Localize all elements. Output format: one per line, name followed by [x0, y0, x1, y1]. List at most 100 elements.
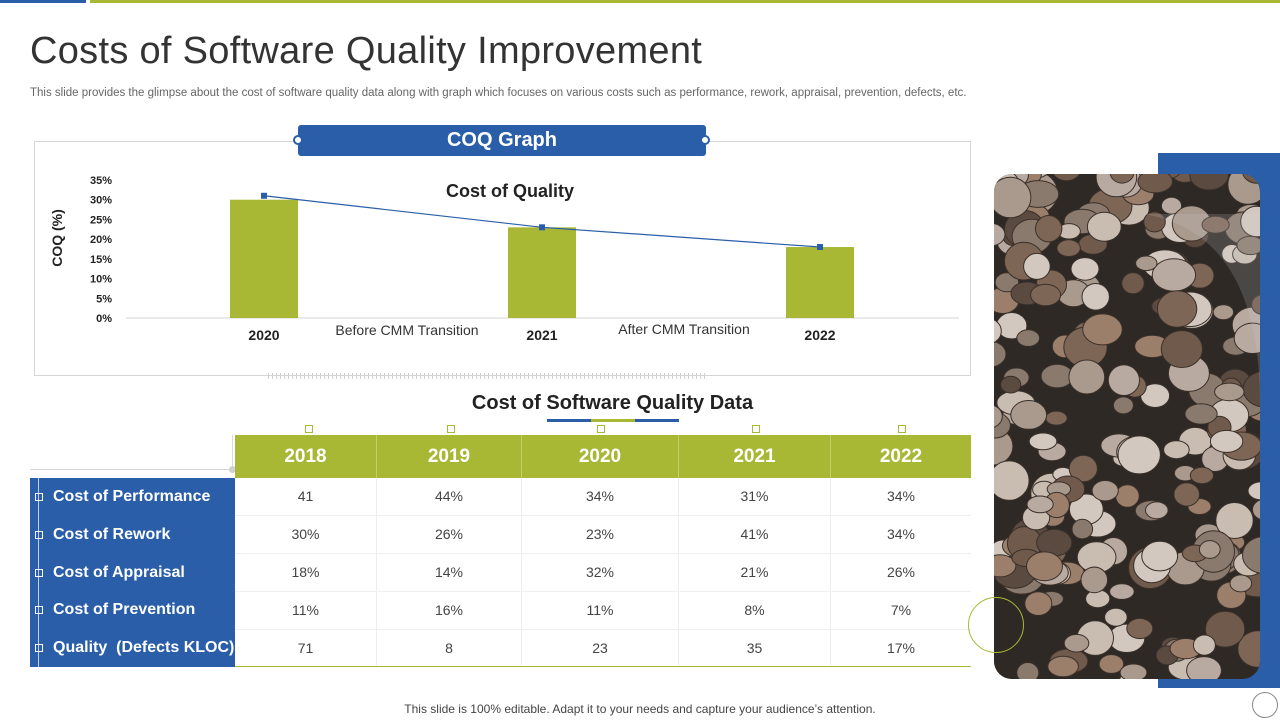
- graph-panel-dotted-strip: [268, 373, 708, 379]
- decorative-ring: [1252, 692, 1278, 718]
- table-cell: 11%: [235, 592, 377, 629]
- table-cell: 11%: [522, 592, 679, 629]
- coin-shape: [1141, 540, 1179, 572]
- header-right-dot: [700, 135, 710, 145]
- bar-2020: [230, 199, 298, 318]
- table-row: 30% 26% 23% 41% 34%: [235, 516, 971, 554]
- y-tick-label: 10%: [90, 274, 112, 286]
- coin-shape: [994, 404, 1003, 428]
- coin-shape: [1086, 211, 1122, 242]
- table-cell: 34%: [522, 478, 679, 515]
- table-cell: 41%: [679, 516, 831, 553]
- table-cell: 30%: [235, 516, 377, 553]
- table-cell: 8: [377, 630, 522, 667]
- coin-shape: [1082, 313, 1123, 346]
- table-header-year: 2022: [879, 446, 923, 467]
- coin-shape: [1189, 174, 1229, 191]
- coin-shape: [1028, 432, 1058, 451]
- coin-shape: [1063, 633, 1090, 653]
- coin-shape: [1068, 454, 1098, 483]
- row-label-text: Quality (Defects KLOC): [53, 639, 235, 656]
- table-cell: 34%: [886, 526, 916, 542]
- coin-shape: [1107, 364, 1140, 396]
- coin-shape: [1137, 174, 1173, 194]
- bar-2022: [786, 247, 854, 318]
- heading-underline-blue-left: [547, 419, 591, 422]
- table-cell: 16%: [377, 592, 522, 629]
- row-label: Cost of Appraisal: [30, 554, 235, 592]
- cost-of-quality-chart: 0% 5% 10% 15% 20% 25% 30% 35% 2020 2021 2022 Befo…: [90, 175, 959, 343]
- row-label-text: Cost of Rework: [53, 526, 171, 543]
- coin-shape: [1251, 294, 1260, 315]
- top-accent-blue: [0, 0, 86, 3]
- coin-shape: [1160, 330, 1203, 368]
- label-column-line: [38, 478, 39, 667]
- coin-shape: [1186, 656, 1222, 679]
- coq-graph-header: COQ Graph: [298, 125, 706, 156]
- header-left-dot: [293, 135, 303, 145]
- coin-shape: [1056, 239, 1081, 257]
- coin-shape: [1115, 484, 1140, 508]
- table-heading: Cost of Software Quality Data: [471, 392, 754, 414]
- row-label-text: Cost of Prevention: [53, 601, 196, 618]
- annotation-before-cmm: Before CMM Transition: [335, 322, 478, 338]
- line-marker-2022: [817, 244, 823, 251]
- heading-underline-blue-right: [635, 419, 679, 422]
- table-header-year: 2021: [679, 435, 831, 478]
- table-row: 11% 16% 11% 8% 7%: [235, 592, 971, 630]
- x-tick-label: 2020: [248, 327, 279, 343]
- coin-shape: [1160, 196, 1183, 215]
- y-tick-label: 20%: [90, 234, 112, 246]
- y-tick-label: 25%: [90, 214, 112, 226]
- table-header-year: 2020: [522, 435, 679, 478]
- coin-shape: [1215, 502, 1254, 539]
- coin-shape: [1236, 235, 1260, 256]
- coin-shape: [1117, 435, 1161, 475]
- row-label: Quality (Defects KLOC): [30, 629, 235, 667]
- x-tick-label: 2022: [804, 327, 835, 343]
- coin-shape: [1184, 403, 1218, 425]
- y-tick-label: 15%: [90, 254, 112, 266]
- column-marker: [447, 425, 455, 433]
- annotation-after-cmm: After CMM Transition: [618, 321, 749, 337]
- row-bullet-icon: [35, 493, 43, 501]
- table-cell: 8%: [679, 592, 831, 629]
- coin-shape: [1109, 583, 1135, 600]
- row-label-text: Cost of Performance: [53, 488, 211, 505]
- table-cell: 31%: [679, 478, 831, 515]
- table-corner-dot: [229, 466, 236, 473]
- coin-shape: [1091, 480, 1119, 502]
- coin-shape: [1240, 205, 1260, 238]
- row-bullet-icon: [35, 606, 43, 614]
- table-cell: 14%: [377, 554, 522, 591]
- coin-shape: [994, 319, 1002, 344]
- coin-shape: [1126, 617, 1154, 640]
- table-cell: 34%: [886, 488, 916, 504]
- page-title: Costs of Software Quality Improvement: [30, 30, 703, 72]
- table-cell: 7%: [890, 602, 912, 618]
- row-bullet-icon: [35, 569, 43, 577]
- table-cell: 41: [235, 478, 377, 515]
- coin-shape: [1030, 283, 1062, 307]
- table-cell: 26%: [886, 564, 916, 580]
- coin-shape: [1104, 607, 1128, 627]
- column-marker: [752, 425, 760, 433]
- table-cell: 44%: [377, 478, 522, 515]
- table-header-year: 2018: [235, 435, 377, 478]
- chart-title: Cost of Quality: [445, 181, 574, 201]
- table-row: 18% 14% 32% 21% 26%: [235, 554, 971, 592]
- coin-shape: [1081, 283, 1110, 311]
- table-row: 41 44% 34% 31% 34%: [235, 478, 971, 516]
- coin-shape: [1098, 654, 1125, 674]
- coin-shape: [1229, 574, 1253, 593]
- row-bullet-icon: [35, 531, 43, 539]
- coin-shape: [1068, 359, 1106, 395]
- table-corner-line: [232, 435, 233, 469]
- coin-shape: [994, 554, 1017, 578]
- coin-shape: [1242, 536, 1260, 574]
- coin-shape: [1209, 429, 1244, 453]
- table-cell: 71: [235, 630, 377, 667]
- column-marker: [898, 425, 906, 433]
- table-cell: 32%: [522, 554, 679, 591]
- coins-photo: [994, 174, 1260, 679]
